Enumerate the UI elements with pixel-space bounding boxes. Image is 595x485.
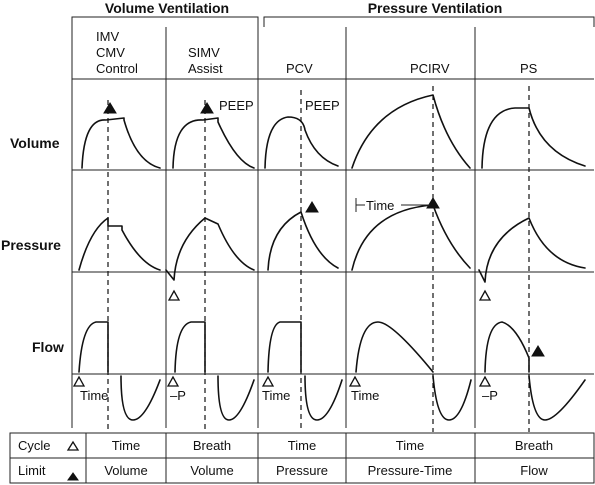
flow-wave-col-5 bbox=[484, 321, 530, 373]
table-limit-cell: Volume bbox=[190, 463, 233, 478]
table-limit-cell: Pressure bbox=[276, 463, 328, 478]
flow-time-label-col-4: Time bbox=[351, 388, 379, 403]
col-4-header: PCIRV bbox=[410, 61, 450, 76]
filled-triangle-icon bbox=[305, 201, 319, 213]
time-bracket bbox=[355, 198, 430, 212]
col-1-line-3: Control bbox=[96, 61, 138, 76]
table-cycle-cell: Time bbox=[396, 438, 424, 453]
volume-wave-col-2 bbox=[172, 117, 255, 169]
flow-wave-col-4 bbox=[355, 321, 434, 373]
peep-label-col-3: PEEP bbox=[305, 98, 340, 113]
col-1-line-1: IMV bbox=[96, 29, 119, 44]
table-limit-cell: Pressure-Time bbox=[368, 463, 453, 478]
volume-wave-col-1 bbox=[81, 117, 161, 169]
flow-time-label-col-3: Time bbox=[262, 388, 290, 403]
table-cycle-cell: Time bbox=[288, 438, 316, 453]
table-cycle-cell: Time bbox=[112, 438, 140, 453]
filled-triangle-icon bbox=[426, 197, 440, 209]
filled-triangle-icon bbox=[200, 102, 214, 114]
pressure-wave-col-2 bbox=[165, 217, 255, 281]
flow-wave-col-4-exp bbox=[432, 375, 472, 421]
table-limit-cell: Volume bbox=[104, 463, 147, 478]
open-triangle-icon bbox=[478, 375, 492, 387]
row-label-flow: Flow bbox=[32, 339, 64, 355]
pressure-wave-col-5 bbox=[478, 217, 586, 283]
flow-negp-label-col-2: –P bbox=[170, 388, 186, 403]
volume-wave-col-5 bbox=[481, 107, 586, 169]
row-label-volume: Volume bbox=[10, 135, 60, 151]
table-cycle-cell: Breath bbox=[515, 438, 553, 453]
group-pressure-ventilation: Pressure Ventilation bbox=[368, 0, 503, 16]
filled-triangle-icon bbox=[67, 472, 79, 481]
flow-time-label-col-1: Time bbox=[80, 388, 108, 403]
filled-triangle-icon bbox=[103, 102, 117, 114]
filled-triangle-icon bbox=[531, 345, 545, 357]
pressure-wave-col-3 bbox=[267, 211, 339, 271]
table-limit-cell: Flow bbox=[520, 463, 548, 478]
open-triangle-icon bbox=[72, 375, 86, 387]
group-pressure-bracket bbox=[263, 16, 595, 27]
col-2-line-2: Assist bbox=[188, 61, 223, 76]
pressure-wave-col-4 bbox=[351, 204, 471, 271]
open-triangle-icon bbox=[167, 289, 181, 301]
open-triangle-icon bbox=[66, 440, 80, 451]
group-volume-ventilation: Volume Ventilation bbox=[105, 0, 229, 16]
flow-wave-col-3 bbox=[267, 321, 302, 373]
flow-wave-col-5-exp bbox=[528, 375, 586, 421]
row-label-pressure: Pressure bbox=[1, 237, 61, 253]
group-volume-bracket bbox=[71, 16, 259, 27]
open-triangle-icon bbox=[478, 289, 492, 301]
flow-wave-col-2-exp bbox=[217, 375, 255, 421]
table-cycle-cell: Breath bbox=[193, 438, 231, 453]
col-2-line-1: SIMV bbox=[188, 45, 220, 60]
open-triangle-icon bbox=[166, 375, 180, 387]
col-5-header: PS bbox=[520, 61, 538, 76]
grid bbox=[71, 27, 594, 428]
volume-wave-col-3 bbox=[264, 116, 339, 169]
volume-wave-col-4 bbox=[351, 94, 471, 169]
table-cycle-label: Cycle bbox=[18, 438, 51, 453]
col-1-line-2: CMV bbox=[96, 45, 125, 60]
flow-negp-label-col-5: –P bbox=[482, 388, 498, 403]
pressure-wave-col-1 bbox=[78, 217, 161, 271]
flow-wave-col-1 bbox=[78, 321, 109, 373]
flow-wave-col-1-exp bbox=[120, 375, 161, 421]
open-triangle-icon bbox=[261, 375, 275, 387]
col-3-header: PCV bbox=[286, 61, 313, 76]
flow-wave-col-3-exp bbox=[304, 375, 343, 421]
cycle-dashed-lines bbox=[107, 86, 530, 432]
table-limit-label: Limit bbox=[18, 463, 46, 478]
cycle-limit-table bbox=[9, 432, 595, 484]
time-bracket-label: Time bbox=[366, 198, 394, 213]
peep-label-col-2: PEEP bbox=[219, 98, 254, 113]
flow-wave-col-2 bbox=[174, 321, 206, 373]
open-triangle-icon bbox=[348, 375, 362, 387]
